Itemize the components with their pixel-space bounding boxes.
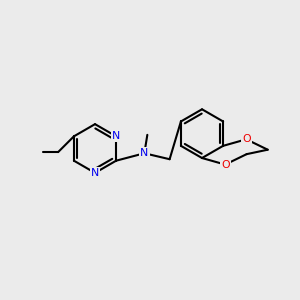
Text: N: N	[91, 168, 99, 178]
Text: N: N	[112, 131, 120, 141]
Text: O: O	[221, 160, 230, 170]
Text: O: O	[242, 134, 250, 144]
Text: N: N	[140, 148, 148, 158]
